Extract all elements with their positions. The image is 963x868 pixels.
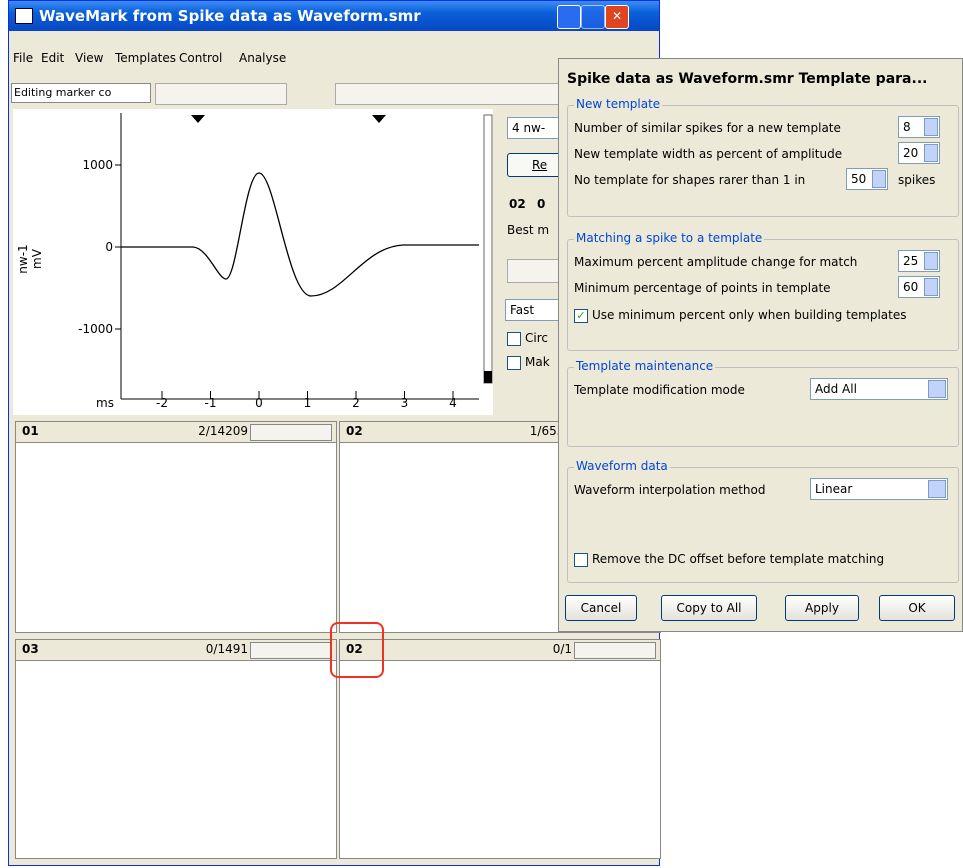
dropdown-arrow[interactable] [928,480,946,498]
x-tick-label: -2 [156,396,168,410]
dialog-title: Spike data as Waveform.smr Template para… [559,59,962,99]
x-tick-label: 3 [401,396,409,410]
x-unit: ms [96,396,114,410]
checkbox[interactable]: ✓ Use minimum percent only when building … [574,308,907,323]
checkbox[interactable]: Remove the DC offset before template mat… [574,552,884,567]
menu-item[interactable]: Templates [115,51,176,65]
checkbox-label: Use minimum percent only when building t… [592,308,907,322]
group-title: Template maintenance [574,359,715,373]
template-panel: 01 2/14209 [15,421,337,633]
template-id[interactable]: 02 [346,424,363,438]
dialog-button[interactable]: Apply [785,595,859,621]
x-tick-label: 4 [449,396,457,410]
field-label: No template for shapes rarer than 1 in [574,173,805,187]
x-tick-label: 0 [255,396,263,410]
template-tools[interactable] [574,642,656,659]
y-tick-label: 1000 [82,158,113,172]
template-count: 0/1491 [206,642,248,656]
field-label: Template modification mode [574,383,745,397]
side-check-label: Circ [525,331,548,345]
scroll-thumb[interactable] [484,371,492,383]
template-tools[interactable] [250,424,332,441]
toolbar-field[interactable]: Editing marker co [11,83,151,103]
side-tab[interactable]: 02 [509,197,526,211]
template-tools[interactable] [250,642,332,659]
spin-buttons[interactable] [924,252,938,270]
field-suffix: spikes [898,173,935,187]
spin-buttons[interactable] [872,170,886,188]
template-panel: 03 0/1491 [15,639,337,859]
screen: WaveMark from Spike data as Waveform.smr… [0,0,963,868]
side-check[interactable]: Circ [507,331,548,346]
template-header: 01 2/14209 [16,422,336,443]
field-label: New template width as percent of amplitu… [574,147,842,161]
field-label: Minimum percentage of points in template [574,281,831,295]
window-title: WaveMark from Spike data as Waveform.smr [39,7,421,25]
menu-item[interactable]: File [13,51,33,65]
side-check[interactable]: Mak [507,355,550,370]
spin-buttons[interactable] [924,118,938,136]
dialog: Spike data as Waveform.smr Template para… [558,58,963,632]
window-icon [15,8,33,24]
checkbox-box [574,553,588,567]
toolbar-buttons[interactable] [155,83,287,105]
x-tick-label: 1 [304,396,312,410]
template-count: 2/14209 [198,424,248,438]
group-title: Waveform data [574,459,670,473]
field-label: Number of similar spikes for a new templ… [574,121,841,135]
spin-buttons[interactable] [924,278,938,296]
minimize-button[interactable] [557,5,581,29]
field-label: Maximum percent amplitude change for mat… [574,255,857,269]
side-tab[interactable]: 0 [537,197,545,211]
y-unit: mV [30,248,44,269]
template-header: 03 0/1491 [16,640,336,661]
menu-item[interactable]: Edit [41,51,64,65]
spin-buttons[interactable] [924,144,938,162]
dropdown-arrow[interactable] [928,380,946,398]
plot-background [13,109,493,415]
checkbox-label: Remove the DC offset before template mat… [592,552,884,566]
y-tick-label: 0 [105,240,113,254]
field-label: Waveform interpolation method [574,483,765,497]
menu-item[interactable]: View [75,51,103,65]
side-check-label: Mak [525,355,550,369]
title-bar: WaveMark from Spike data as Waveform.smr… [9,1,659,31]
menu-item[interactable]: Analyse [239,51,286,65]
y-tick-label: -1000 [78,322,113,336]
main-plot: nw-1 mV ms 1000 0 -1000 -2 -1 0 1 2 3 4 [13,109,493,415]
template-count: 0/1 [553,642,572,656]
dialog-button[interactable]: OK [879,595,955,621]
x-tick-label: 2 [352,396,360,410]
scrollbar[interactable] [484,115,492,383]
maximize-button[interactable] [581,5,605,29]
menu-item[interactable]: Control [179,51,222,65]
template-id[interactable]: 03 [22,642,39,656]
highlight [330,622,384,678]
checkbox-box: ✓ [574,309,588,323]
side-status: Best m [507,223,549,237]
dialog-button[interactable]: Copy to All [661,595,757,621]
dialog-button[interactable]: Cancel [565,595,637,621]
y-unit: nw-1 [16,244,30,273]
close-button[interactable]: ✕ [605,5,629,29]
group-title: New template [574,97,662,111]
group-title: Matching a spike to a template [574,231,764,245]
template-id[interactable]: 01 [22,424,39,438]
x-tick-label: -1 [205,396,217,410]
